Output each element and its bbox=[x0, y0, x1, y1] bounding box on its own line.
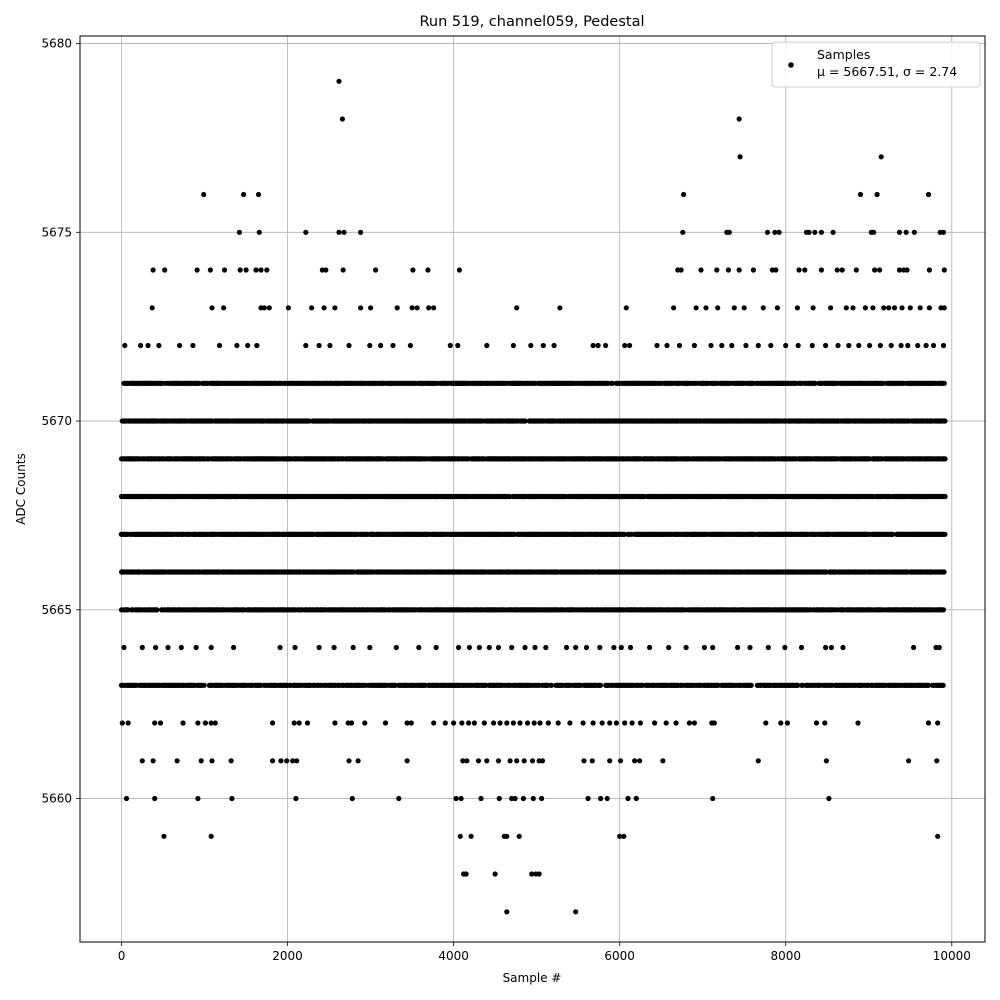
data-point bbox=[941, 569, 947, 575]
data-point bbox=[201, 682, 207, 688]
data-point bbox=[748, 682, 754, 688]
data-point bbox=[925, 682, 932, 688]
data-point bbox=[940, 682, 946, 688]
grid bbox=[80, 36, 985, 942]
data-points bbox=[118, 78, 948, 915]
data-point bbox=[597, 682, 604, 688]
data-point bbox=[942, 493, 948, 500]
data-point bbox=[940, 607, 947, 613]
data-point bbox=[154, 607, 160, 613]
data-point bbox=[890, 531, 896, 537]
data-point bbox=[942, 531, 948, 537]
data-point bbox=[125, 607, 131, 613]
data-point bbox=[549, 682, 555, 688]
data-point bbox=[795, 682, 801, 688]
